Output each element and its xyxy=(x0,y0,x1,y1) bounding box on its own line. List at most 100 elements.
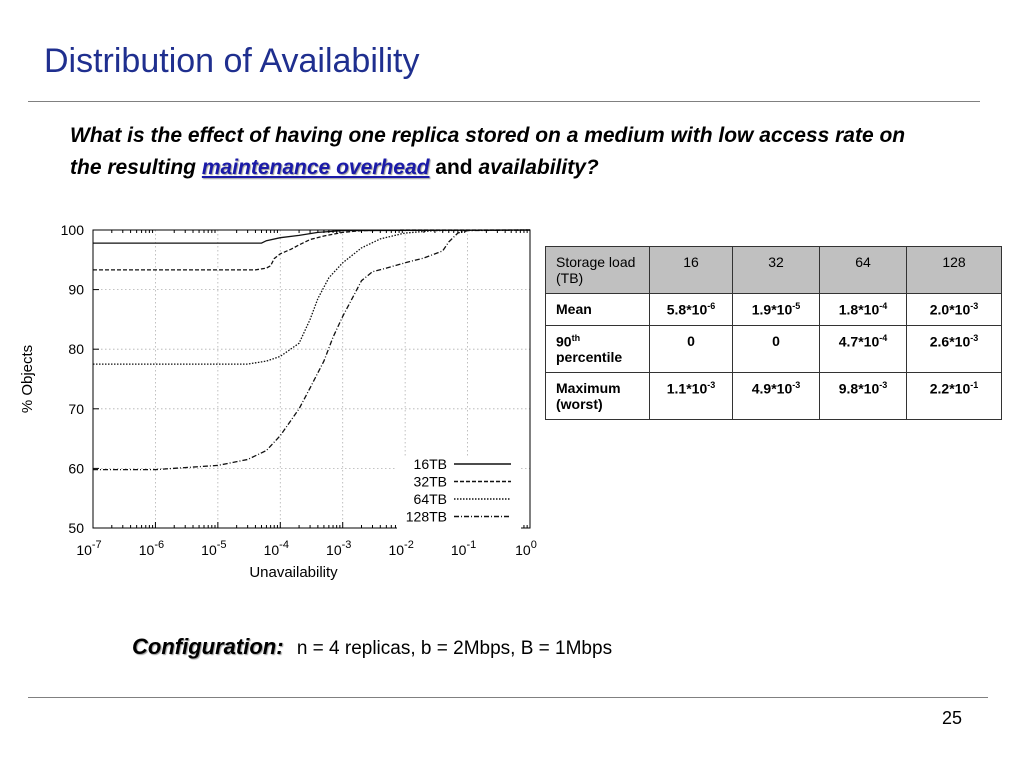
cell-exponent: -3 xyxy=(792,380,801,391)
x-tick-base: 10 xyxy=(515,542,531,558)
row-label-text: Mean xyxy=(556,301,592,317)
legend-box xyxy=(397,456,521,532)
table-cell-128: 2.2*10-1 xyxy=(906,372,1002,421)
x-tick-label: 10-2 xyxy=(388,539,413,558)
keyword-maintenance-overhead: maintenance overhead xyxy=(201,156,430,179)
header-col-16: 16 xyxy=(649,246,733,294)
y-tick-label: 100 xyxy=(61,222,85,238)
row-label-text: 90 xyxy=(556,333,572,350)
x-axis-label: Unavailability xyxy=(249,564,338,581)
x-tick-label: 10-7 xyxy=(76,539,101,558)
cell-exponent: -3 xyxy=(970,301,979,311)
x-tick-label: 10-5 xyxy=(201,539,226,558)
legend-label: 128TB xyxy=(406,509,447,525)
table-cell-128: 2.6*10-3 xyxy=(906,324,1002,374)
chart-series xyxy=(93,229,531,471)
cell-value: 9.8*10 xyxy=(838,380,880,397)
research-question: What is the effect of having one replica… xyxy=(70,120,940,184)
y-axis-label: % Objects xyxy=(19,345,36,413)
cell-exponent: -3 xyxy=(707,380,716,391)
table-cell-128: 2.0*10-3 xyxy=(906,293,1002,326)
x-tick-label: 10-1 xyxy=(451,539,476,558)
x-tick-exponent: -4 xyxy=(279,539,289,551)
x-tick-exponent: -7 xyxy=(92,539,102,551)
table-cell-64: 9.8*10-3 xyxy=(819,372,907,421)
cell-value: 2.0*10 xyxy=(929,301,971,318)
series-line-128tb xyxy=(93,229,531,471)
x-tick-label: 100 xyxy=(515,539,537,558)
y-tick-label: 90 xyxy=(68,282,84,298)
table-row: Maximum (worst) 1.1*10-3 4.9*10-3 9.8*10-3 2… xyxy=(545,372,1002,421)
table-cell-16: 0 xyxy=(649,324,733,374)
x-tick-base: 10 xyxy=(76,542,92,558)
row-label-text: Maximum (worst) xyxy=(556,380,621,413)
cell-value: 4.9*10 xyxy=(751,380,793,397)
cell-value: 1.8*10 xyxy=(838,301,880,318)
row-label: Maximum (worst) xyxy=(545,372,650,421)
plot-frame xyxy=(92,229,531,529)
cell-value: 2.6*10 xyxy=(929,333,971,350)
cell-exponent: -4 xyxy=(879,332,888,343)
slide-title: Distribution of Availability xyxy=(44,42,420,80)
y-tick-label: 50 xyxy=(68,520,84,536)
configuration-note: Configuration: n = 4 replicas, b = 2Mbps… xyxy=(132,634,612,660)
series-line-64tb xyxy=(93,229,531,365)
table-cell-32: 1.9*10-5 xyxy=(732,293,820,326)
legend-label: 32TB xyxy=(414,474,447,490)
x-tick-exponent: -5 xyxy=(217,539,227,551)
cell-exponent: -6 xyxy=(707,301,716,311)
x-tick-label: 10-6 xyxy=(139,539,164,558)
question-and: and xyxy=(435,156,473,179)
cell-value: 1.1*10 xyxy=(666,380,708,397)
row-label: 90th percentile xyxy=(545,324,650,374)
row-label-sup: th xyxy=(571,332,581,343)
x-tick-base: 10 xyxy=(139,542,155,558)
legend-label: 64TB xyxy=(414,491,447,507)
table-cell-16: 1.1*10-3 xyxy=(649,372,733,421)
cell-value: 5.8*10 xyxy=(666,301,708,318)
table-row: Mean 5.8*10-6 1.9*10-5 1.8*10-4 2.0*10-3 xyxy=(545,293,1002,326)
availability-stats-table: Storage load (TB) 16 32 64 128 Mean 5.8*1… xyxy=(545,246,1002,421)
legend-label: 16TB xyxy=(414,456,447,472)
x-tick-exponent: -1 xyxy=(466,539,476,551)
table-header-row: Storage load (TB) 16 32 64 128 xyxy=(545,246,1002,294)
table-cell-16: 5.8*10-6 xyxy=(649,293,733,326)
header-col-128: 128 xyxy=(906,246,1002,294)
x-tick-label: 10-4 xyxy=(264,539,289,558)
cell-value: 4.7*10 xyxy=(838,333,880,350)
cell-exponent: -3 xyxy=(879,380,888,391)
x-tick-base: 10 xyxy=(264,542,280,558)
x-tick-label: 10-3 xyxy=(326,539,351,558)
cell-exponent: -3 xyxy=(970,332,979,343)
cell-exponent: -1 xyxy=(970,380,979,391)
row-label: Mean xyxy=(545,293,650,326)
x-tick-exponent: -3 xyxy=(342,539,352,551)
table-cell-64: 4.7*10-4 xyxy=(819,324,907,374)
question-text: What is the effect of having one replica… xyxy=(70,124,906,179)
table-cell-32: 0 xyxy=(732,324,820,374)
y-tick-label: 80 xyxy=(68,341,84,357)
header-col-32: 32 xyxy=(732,246,820,294)
x-tick-base: 10 xyxy=(451,542,467,558)
header-storage-load: Storage load (TB) xyxy=(545,246,650,294)
table-cell-32: 4.9*10-3 xyxy=(732,372,820,421)
y-tick-label: 70 xyxy=(68,401,84,417)
page-number: 25 xyxy=(941,708,962,728)
y-tick-label: 60 xyxy=(68,460,84,476)
cell-exponent: -5 xyxy=(792,301,801,311)
keyword-availability: availability? xyxy=(478,156,599,179)
series-line-16tb xyxy=(93,229,531,244)
cell-value: 2.2*10 xyxy=(929,380,971,397)
configuration-label: Configuration: xyxy=(132,634,284,659)
cell-value: 0 xyxy=(687,332,695,349)
table-row: 90th percentile 0 0 4.7*10-4 2.6*10-3 xyxy=(545,324,1002,374)
x-tick-base: 10 xyxy=(201,542,217,558)
title-divider xyxy=(28,101,980,102)
footer-divider xyxy=(28,697,988,698)
configuration-text: n = 4 replicas, b = 2Mbps, B = 1Mbps xyxy=(296,638,613,659)
cell-value: 1.9*10 xyxy=(751,301,793,318)
x-tick-exponent: 0 xyxy=(531,539,537,551)
cell-value: 0 xyxy=(772,332,780,349)
x-tick-exponent: -2 xyxy=(404,539,414,551)
